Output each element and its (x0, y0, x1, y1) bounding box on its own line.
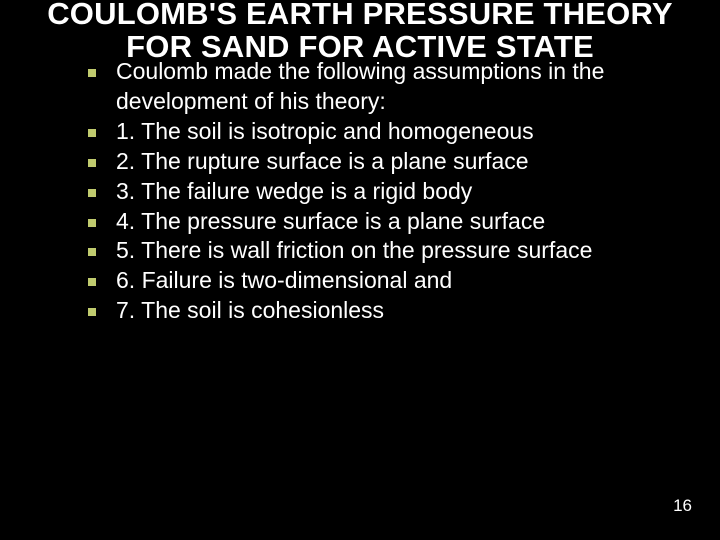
bullet-icon (88, 129, 96, 137)
slide: COULOMB'S EARTH PRESSURE THEORY FOR SAND… (0, 0, 720, 538)
item-text: 4. The pressure surface is a plane surfa… (116, 207, 545, 237)
bullet-icon (88, 308, 96, 316)
list-item: 4. The pressure surface is a plane surfa… (88, 207, 680, 237)
item-text: Coulomb made the following assumptions i… (116, 57, 680, 117)
list-item: 5. There is wall friction on the pressur… (88, 236, 680, 266)
page-number: 16 (673, 496, 692, 516)
list-item: 6. Failure is two-dimensional and (88, 266, 680, 296)
bullet-icon (88, 69, 96, 77)
list-item: 7. The soil is cohesionless (88, 296, 680, 326)
list-item: 3. The failure wedge is a rigid body (88, 177, 680, 207)
item-text: 1. The soil is isotropic and homogeneous (116, 117, 534, 147)
item-text: 2. The rupture surface is a plane surfac… (116, 147, 529, 177)
bullet-icon (88, 248, 96, 256)
list-item: 2. The rupture surface is a plane surfac… (88, 147, 680, 177)
item-text: 6. Failure is two-dimensional and (116, 266, 452, 296)
list-item: Coulomb made the following assumptions i… (88, 57, 680, 117)
item-text: 5. There is wall friction on the pressur… (116, 236, 592, 266)
bullet-icon (88, 278, 96, 286)
slide-content: Coulomb made the following assumptions i… (0, 57, 720, 326)
bullet-icon (88, 189, 96, 197)
item-text: 3. The failure wedge is a rigid body (116, 177, 472, 207)
list-item: 1. The soil is isotropic and homogeneous (88, 117, 680, 147)
bullet-icon (88, 159, 96, 167)
item-text: 7. The soil is cohesionless (116, 296, 384, 326)
slide-title: COULOMB'S EARTH PRESSURE THEORY FOR SAND… (0, 0, 720, 63)
bullet-icon (88, 219, 96, 227)
